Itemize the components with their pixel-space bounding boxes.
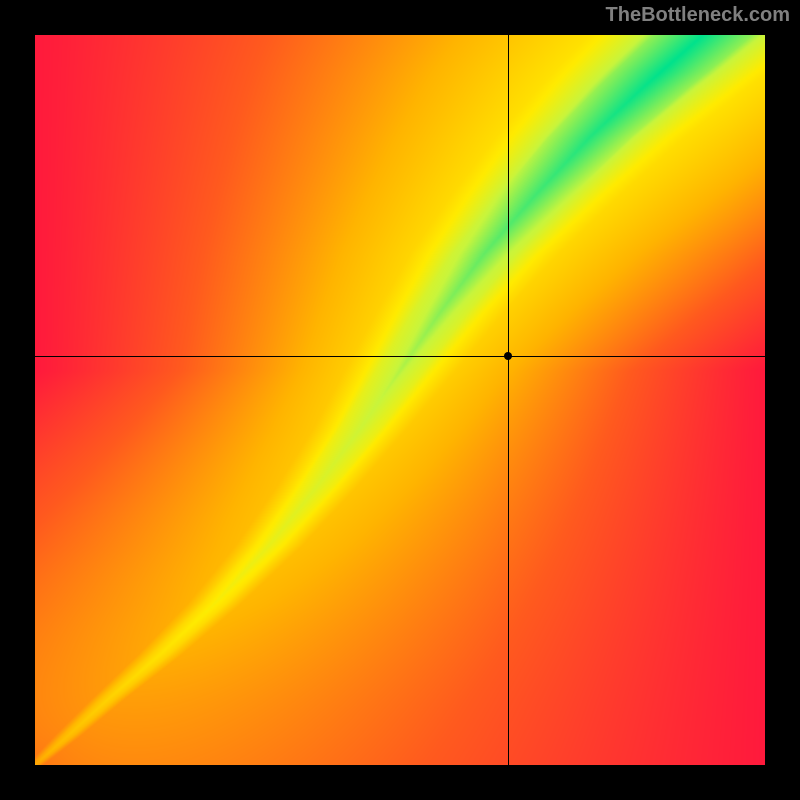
crosshair-horizontal: [35, 356, 765, 357]
bottleneck-heatmap: [35, 35, 765, 765]
crosshair-marker-dot: [504, 352, 512, 360]
heatmap-canvas: [35, 35, 765, 765]
crosshair-vertical: [508, 35, 509, 765]
watermark-text: TheBottleneck.com: [606, 4, 790, 27]
